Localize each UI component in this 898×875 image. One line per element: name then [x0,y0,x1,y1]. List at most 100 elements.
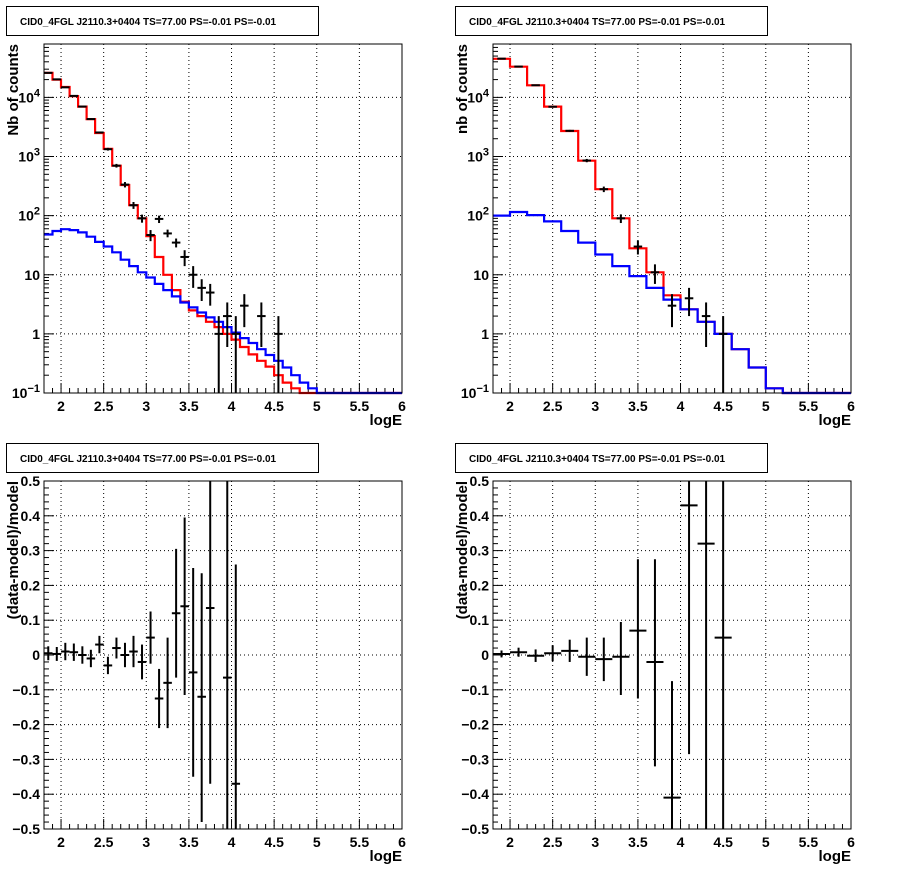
y-axis-label: Nb of counts [5,44,22,136]
x-tick-label: 4.5 [264,834,284,850]
data-point [44,71,53,74]
data-point [120,642,130,668]
y-tick-label: 0.1 [21,612,41,628]
data-point [612,621,630,696]
x-tick-label: 4.5 [713,834,733,850]
y-tick-label: −0.1 [461,682,489,698]
x-tick-label: 3 [591,834,599,850]
histogram-series-2 [44,228,402,395]
x-tick-label: 6 [847,398,855,414]
x-tick-label: 5 [313,834,321,850]
x-tick-label: 3.5 [179,834,199,850]
data-point [633,240,643,255]
x-tick-label: 3 [591,398,599,414]
data-point [171,548,181,678]
data-point [78,646,87,664]
histogram-series-2 [493,210,851,395]
x-tick-label: 5.5 [799,398,819,414]
data-points [493,481,732,829]
y-tick-label: 0.4 [470,508,490,524]
y-tick-label: 0.3 [470,543,490,559]
pad-title: CID0_4FGL J2110.3+0404 TS=77.00 PS=-0.01… [20,17,277,28]
y-tick-label: 0.4 [21,508,41,524]
data-point [103,656,113,675]
data-point [154,215,164,224]
x-tick-label: 2 [506,834,514,850]
x-tick-label: 2 [506,398,514,414]
data-point [61,86,70,89]
data-point [95,131,104,134]
data-point [52,78,62,81]
data-point [231,316,241,393]
data-point [188,266,198,288]
x-axis-label: logE [370,412,403,429]
y-tick-label: −0.4 [12,786,40,802]
y-tick-label: −0.2 [461,717,489,733]
data-point [531,84,540,87]
y-tick-label: −0.3 [461,751,489,767]
x-tick-label: 3.5 [628,834,648,850]
x-axis-label: logE [819,412,852,429]
x-tick-label: 5.5 [799,834,819,850]
data-point [650,264,660,284]
y-tick-label: 10−1 [461,383,489,401]
plot-frame [492,480,852,830]
data-point [163,637,172,729]
x-tick-label: 2 [57,834,65,850]
data-point [137,214,147,223]
x-tick-label: 2.5 [543,398,563,414]
data-point [680,481,698,755]
data-point [171,238,181,248]
y-tick-label: −0.5 [12,821,40,837]
y-tick-label: 0.2 [21,577,41,593]
data-point [61,642,70,661]
data-point [223,302,232,347]
x-tick-label: 3 [142,834,150,850]
x-tick-label: 4.5 [713,398,733,414]
pad-3: CID0_4FGL J2110.3+0404 TS=77.00 PS=-0.01… [5,443,406,865]
data-point [86,118,96,121]
data-point [701,302,711,347]
pad-4: CID0_4FGL J2110.3+0404 TS=77.00 PS=-0.01… [454,443,855,865]
x-tick-label: 6 [398,834,406,850]
x-tick-label: 4.5 [264,398,284,414]
y-axis-label: (data-model)/model [454,481,471,619]
x-tick-label: 4 [228,398,236,414]
plot-frame [492,43,852,394]
data-point [231,564,241,829]
x-tick-label: 4 [677,834,685,850]
pad-title: CID0_4FGL J2110.3+0404 TS=77.00 PS=-0.01… [469,454,726,465]
x-tick-label: 5 [762,834,770,850]
x-tick-label: 3.5 [179,398,199,414]
data-point [663,681,681,829]
data-point [223,481,232,829]
data-point [582,158,592,163]
x-tick-label: 5 [762,398,770,414]
y-axis-label: nb of counts [454,44,471,134]
pad-2: CID0_4FGL J2110.3+0404 TS=77.00 PS=-0.01… [454,6,855,429]
data-point [146,611,155,664]
title-box [6,6,319,36]
x-axis-label: logE [370,848,403,865]
y-tick-label: −0.5 [461,821,489,837]
y-tick-label: 102 [18,206,40,224]
data-point [112,163,121,168]
data-point [240,294,249,328]
data-point [180,517,189,696]
data-point [684,287,694,317]
y-tick-label: 0.2 [470,577,490,593]
data-point [129,635,138,668]
y-tick-label: −0.4 [461,786,489,802]
x-tick-label: 6 [398,398,406,414]
data-point [616,214,626,224]
data-point [188,568,198,777]
data-point [112,637,121,659]
data-point [697,481,715,829]
data-point [629,559,647,699]
data-point [527,649,545,662]
plot-frame [43,43,403,394]
y-tick-label: 1 [32,326,40,342]
data-point [137,644,147,680]
data-point [180,250,189,267]
data-point [163,229,172,238]
